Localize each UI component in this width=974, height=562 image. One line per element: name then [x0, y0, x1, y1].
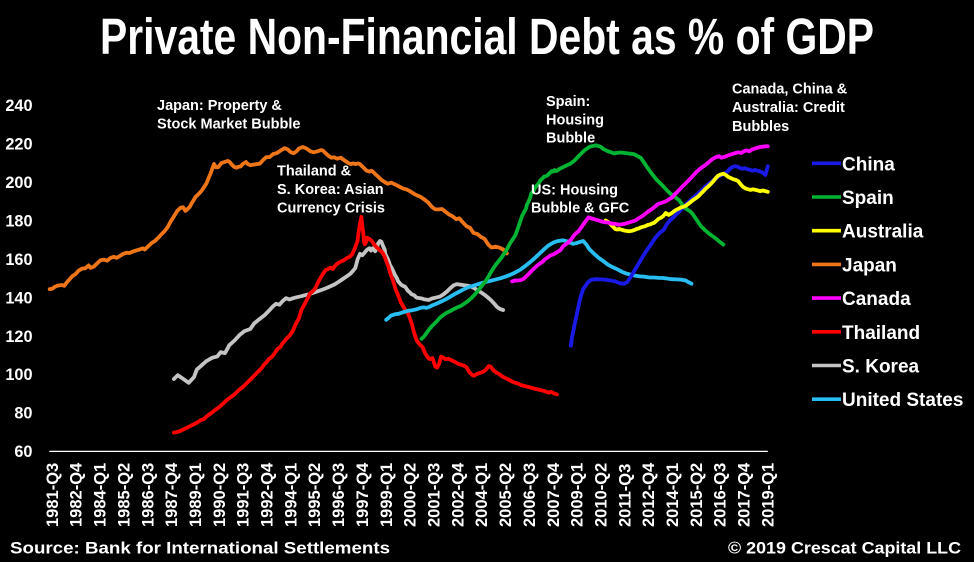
svg-text:© 2019 Crescat Capital LLC: © 2019 Crescat Capital LLC [728, 539, 961, 558]
svg-text:2019-Q1: 2019-Q1 [759, 463, 777, 527]
svg-text:180: 180 [5, 212, 32, 230]
svg-text:60: 60 [14, 443, 32, 461]
svg-text:1999-Q1: 1999-Q1 [378, 463, 396, 527]
svg-text:120: 120 [5, 328, 32, 346]
svg-text:2014-Q1: 2014-Q1 [664, 463, 682, 527]
svg-text:Spain:: Spain: [546, 94, 590, 110]
svg-text:2001-Q3: 2001-Q3 [426, 463, 444, 527]
svg-text:100: 100 [5, 366, 32, 384]
svg-text:1991-Q3: 1991-Q3 [235, 463, 253, 527]
svg-text:1995-Q2: 1995-Q2 [306, 463, 324, 527]
svg-text:1981-Q3: 1981-Q3 [44, 463, 62, 527]
svg-text:200: 200 [5, 174, 32, 192]
svg-text:1994-Q1: 1994-Q1 [282, 463, 300, 527]
svg-text:2011-Q3: 2011-Q3 [616, 464, 634, 527]
svg-text:2015-Q2: 2015-Q2 [688, 463, 706, 527]
svg-text:Thailand: Thailand [842, 323, 920, 344]
svg-text:Spain: Spain [842, 188, 894, 209]
svg-text:Japan: Property &: Japan: Property & [157, 98, 282, 114]
svg-text:Japan: Japan [842, 255, 897, 276]
svg-text:Australia: Australia [842, 222, 924, 243]
svg-text:S. Korea: Asian: S. Korea: Asian [277, 182, 384, 198]
svg-text:Private Non-Financial Debt as: Private Non-Financial Debt as % of GDP [100, 8, 874, 65]
svg-text:2016-Q3: 2016-Q3 [712, 463, 730, 527]
svg-text:1992-Q4: 1992-Q4 [259, 462, 277, 527]
svg-text:1997-Q4: 1997-Q4 [354, 462, 372, 527]
svg-text:240: 240 [5, 97, 32, 115]
svg-text:2017-Q4: 2017-Q4 [736, 462, 754, 527]
svg-text:Stock Market Bubble: Stock Market Bubble [157, 117, 300, 133]
svg-text:1982-Q4: 1982-Q4 [68, 462, 86, 527]
svg-text:Canada, China &: Canada, China & [732, 82, 848, 98]
svg-text:2010-Q2: 2010-Q2 [592, 463, 610, 527]
svg-text:1989-Q1: 1989-Q1 [187, 463, 205, 527]
svg-text:Currency Crisis: Currency Crisis [277, 200, 385, 216]
svg-text:160: 160 [5, 251, 32, 269]
svg-text:Australia: Credit: Australia: Credit [732, 100, 845, 116]
svg-text:2012-Q4: 2012-Q4 [640, 462, 658, 527]
svg-text:220: 220 [5, 136, 32, 154]
svg-text:1986-Q3: 1986-Q3 [139, 463, 157, 527]
svg-text:1996-Q3: 1996-Q3 [330, 463, 348, 527]
svg-text:2007-Q4: 2007-Q4 [545, 462, 563, 527]
svg-text:China: China [842, 154, 895, 175]
svg-text:S. Korea: S. Korea [842, 357, 920, 378]
svg-text:2006-Q3: 2006-Q3 [521, 463, 539, 527]
svg-text:1987-Q4: 1987-Q4 [163, 462, 181, 527]
svg-text:1985-Q2: 1985-Q2 [115, 463, 133, 527]
svg-text:1990-Q2: 1990-Q2 [211, 463, 229, 527]
svg-text:Thailand &: Thailand & [277, 163, 352, 179]
svg-text:2000-Q2: 2000-Q2 [402, 463, 420, 527]
svg-text:2002-Q4: 2002-Q4 [449, 462, 467, 527]
svg-text:Bubbles: Bubbles [732, 119, 789, 135]
svg-text:2004-Q1: 2004-Q1 [473, 463, 491, 527]
svg-text:140: 140 [5, 289, 32, 307]
svg-text:US: Housing: US: Housing [531, 182, 618, 198]
svg-text:2009-Q1: 2009-Q1 [569, 463, 587, 527]
svg-text:Housing: Housing [546, 112, 604, 128]
svg-text:Source: Bank for International: Source: Bank for International Settlemen… [10, 539, 390, 558]
svg-text:1984-Q1: 1984-Q1 [92, 463, 110, 527]
svg-text:2005-Q2: 2005-Q2 [497, 463, 515, 527]
svg-text:United States: United States [842, 390, 963, 411]
svg-text:Bubble: Bubble [546, 131, 595, 147]
svg-text:80: 80 [14, 405, 32, 423]
svg-text:Canada: Canada [842, 289, 911, 310]
svg-text:Bubble & GFC: Bubble & GFC [531, 201, 630, 217]
